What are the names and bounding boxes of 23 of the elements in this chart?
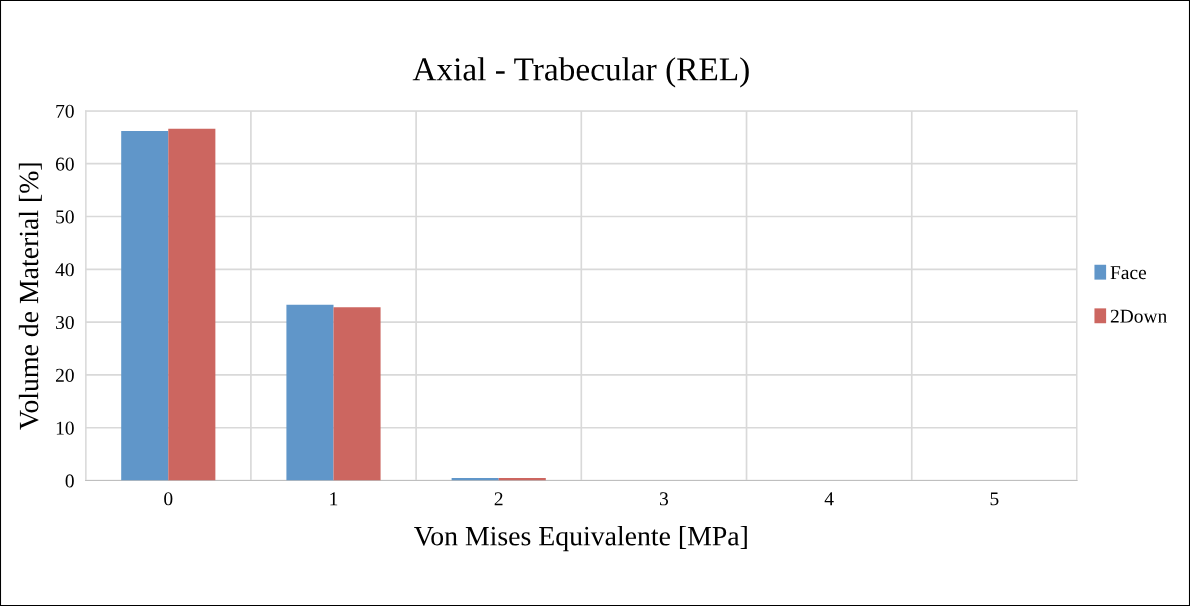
x-tick-label: 2 xyxy=(494,492,503,506)
x-tick-label: 4 xyxy=(824,492,834,506)
bar xyxy=(168,128,216,481)
bar xyxy=(333,307,381,481)
y-tick-label: 30 xyxy=(56,315,74,330)
y-tick-label: 50 xyxy=(56,210,74,224)
y-tick-label: 0 xyxy=(65,474,74,488)
bar xyxy=(286,304,334,481)
y-tick-label: 70 xyxy=(56,104,74,118)
y-tick-label: 60 xyxy=(55,157,74,171)
x-tick-label: 1 xyxy=(330,492,338,506)
legend-label: Face xyxy=(1110,266,1147,280)
y-tick-label: 40 xyxy=(55,263,74,277)
y-tick-label: 20 xyxy=(55,368,74,382)
y-tick-label: 10 xyxy=(56,421,74,435)
x-axis-title: Von Mises Equivalente [MPa] xyxy=(414,525,747,552)
x-tick-label: 0 xyxy=(164,492,173,506)
bar xyxy=(121,130,169,481)
chart-title: Axial - Trabecular (REL) xyxy=(412,57,749,88)
x-tick-label: 5 xyxy=(990,492,999,506)
legend-label: 2Down xyxy=(1110,309,1167,323)
x-tick-label: 3 xyxy=(659,492,669,506)
y-axis-title: Volume de Material [%] xyxy=(18,163,42,430)
